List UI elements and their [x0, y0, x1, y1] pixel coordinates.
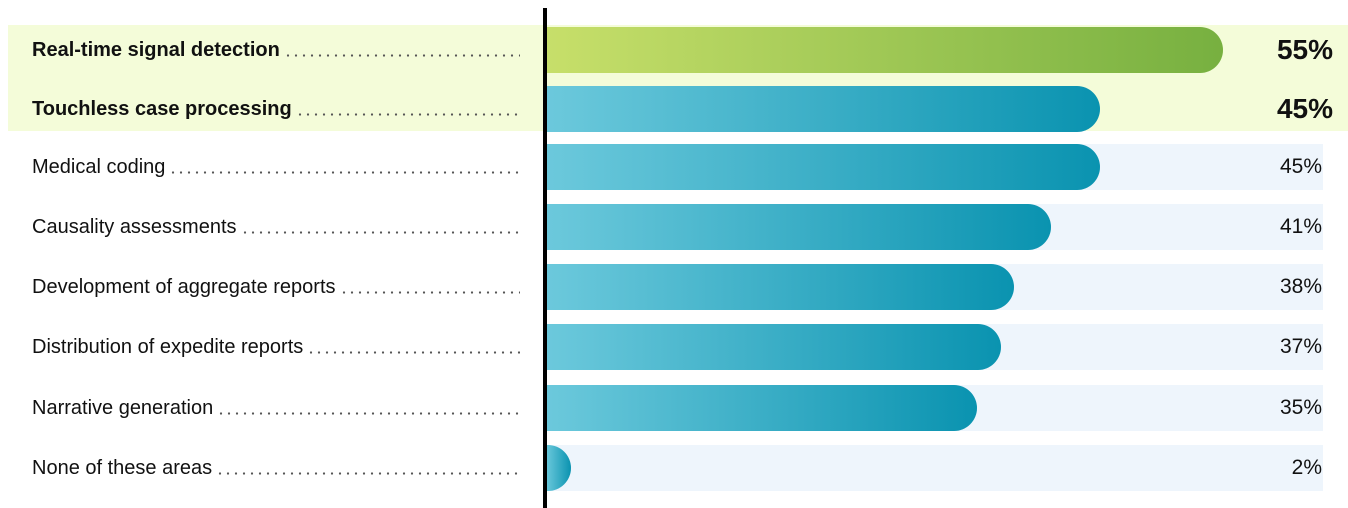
- bar-row: Touchless case processing 45%: [0, 84, 1348, 134]
- y-axis-line: [543, 8, 547, 508]
- bar: [546, 264, 1014, 310]
- category-label: None of these areas: [32, 443, 520, 493]
- category-label: Development of aggregate reports: [32, 262, 520, 312]
- leader-dots: [307, 350, 520, 354]
- leader-dots: [217, 411, 520, 415]
- bar-row: Real-time signal detection 55%: [0, 25, 1348, 75]
- value-label: 38%: [1279, 275, 1322, 298]
- bar: [546, 144, 1100, 190]
- bar-row: Development of aggregate reports 38%: [0, 262, 1348, 312]
- category-label-text: None of these areas: [32, 456, 213, 479]
- bar-row: Narrative generation 35%: [0, 383, 1348, 433]
- leader-dots: [295, 112, 520, 116]
- value-label: 2%: [1291, 456, 1322, 479]
- bar: [546, 204, 1051, 250]
- leader-dots: [339, 290, 520, 294]
- value-label: 55%: [1276, 34, 1333, 65]
- leader-dots: [283, 53, 520, 57]
- category-label: Real-time signal detection: [32, 25, 520, 75]
- leader-dots: [169, 170, 520, 174]
- bar-row: Distribution of expedite reports 37%: [0, 322, 1348, 372]
- category-label-text: Real-time signal detection: [32, 38, 280, 61]
- category-label-text: Causality assessments: [32, 215, 237, 238]
- category-label-text: Narrative generation: [32, 396, 214, 419]
- category-label: Medical coding: [32, 142, 520, 192]
- category-label-text: Development of aggregate reports: [32, 275, 336, 298]
- value-label: 45%: [1276, 93, 1333, 124]
- category-label-text: Touchless case processing: [32, 97, 292, 120]
- value-label: 37%: [1279, 335, 1322, 358]
- leader-dots: [240, 230, 520, 234]
- category-label: Distribution of expedite reports: [32, 322, 520, 372]
- bar: [546, 324, 1002, 370]
- value-label: 35%: [1279, 396, 1322, 419]
- category-label-text: Medical coding: [32, 155, 166, 178]
- category-label-text: Distribution of expedite reports: [32, 335, 304, 358]
- category-label: Narrative generation: [32, 383, 520, 433]
- bar-row: Causality assessments 41%: [0, 202, 1348, 252]
- bar-track: [546, 445, 1323, 491]
- bar-row: None of these areas 2%: [0, 443, 1348, 493]
- bar: [546, 27, 1223, 73]
- value-label: 41%: [1279, 215, 1322, 238]
- category-label: Touchless case processing: [32, 84, 520, 134]
- category-label: Causality assessments: [32, 202, 520, 252]
- leader-dots: [216, 471, 520, 475]
- value-label: 45%: [1279, 155, 1322, 178]
- bar-row: Medical coding 45%: [0, 142, 1348, 192]
- bar: [546, 86, 1100, 132]
- bar: [546, 385, 977, 431]
